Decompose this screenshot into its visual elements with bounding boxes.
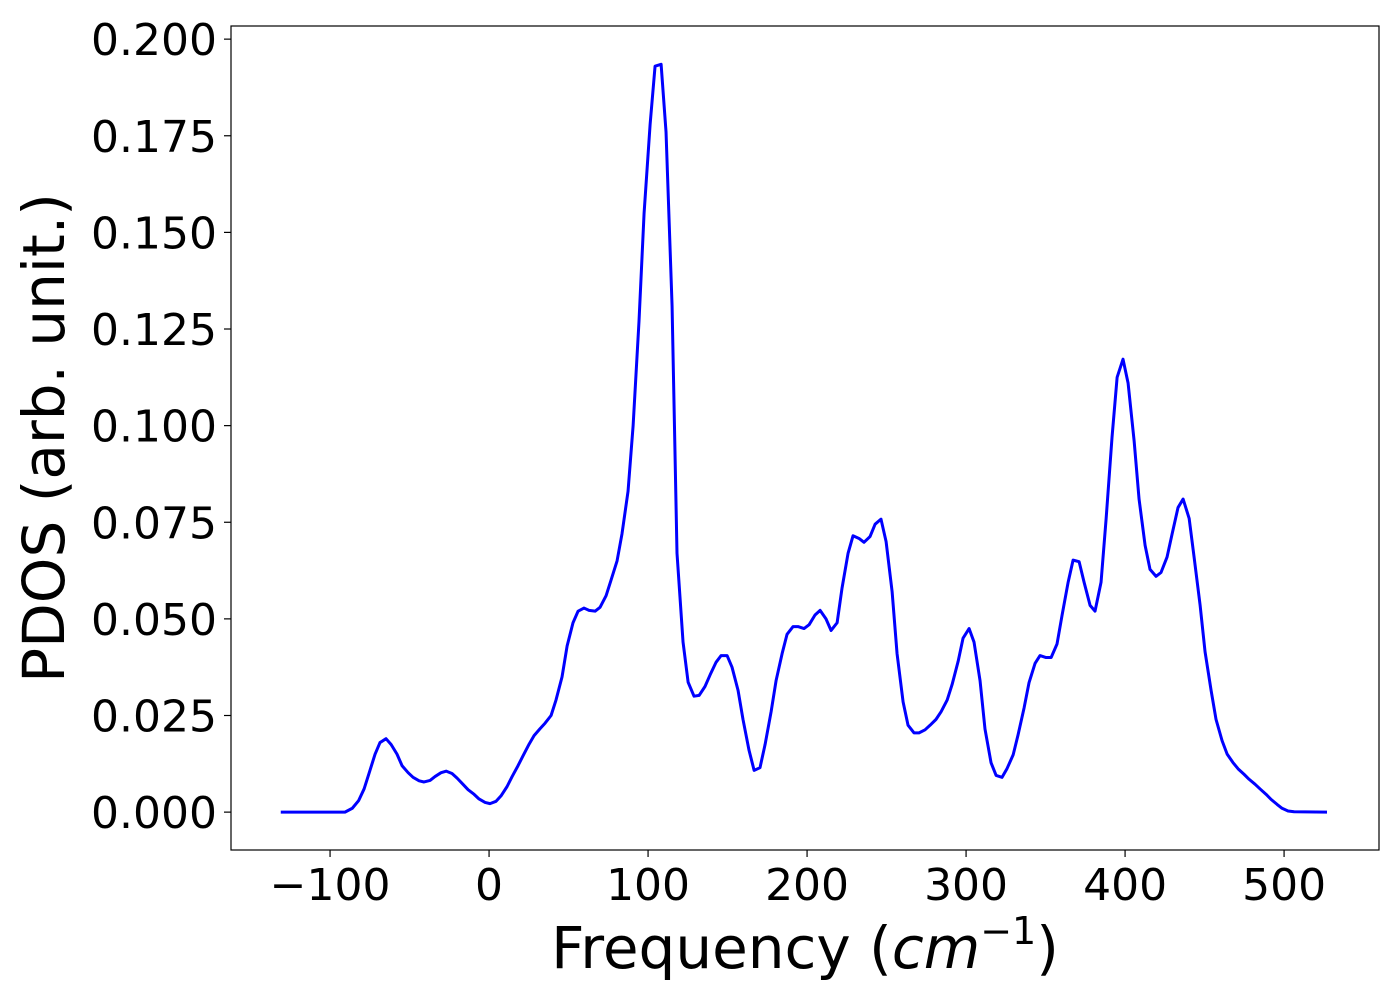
x-label-part: ) bbox=[1036, 914, 1059, 982]
x-tick-label: 200 bbox=[765, 860, 849, 911]
y-axis-label: PDOS (arb. unit.) bbox=[10, 193, 78, 683]
y-tick-label: 0.175 bbox=[91, 112, 217, 163]
x-label-part: −1 bbox=[980, 909, 1036, 953]
y-tick-label: 0.150 bbox=[91, 208, 217, 259]
y-tick-label: 0.025 bbox=[91, 692, 217, 743]
x-tick-label: 100 bbox=[606, 860, 690, 911]
x-tick-label: 500 bbox=[1242, 860, 1326, 911]
data-line bbox=[280, 62, 1328, 814]
y-tick-label: 0.125 bbox=[91, 305, 217, 356]
y-tick-label: 0.075 bbox=[91, 498, 217, 549]
x-tick-label: 0 bbox=[475, 860, 503, 911]
x-tick-label: −100 bbox=[270, 860, 391, 911]
plot-frame bbox=[230, 25, 1380, 851]
x-tick-label: 400 bbox=[1083, 860, 1167, 911]
x-tick-label: 300 bbox=[924, 860, 1008, 911]
x-label-part: cm bbox=[892, 914, 980, 982]
y-tick-label: 0.100 bbox=[91, 402, 217, 453]
y-tick-label: 0.050 bbox=[91, 595, 217, 646]
x-axis-label: Frequency (cm−1) bbox=[551, 909, 1059, 982]
y-tick-label: 0.200 bbox=[91, 15, 217, 66]
y-tick-label: 0.000 bbox=[91, 788, 217, 839]
x-label-part: Frequency ( bbox=[551, 914, 892, 982]
